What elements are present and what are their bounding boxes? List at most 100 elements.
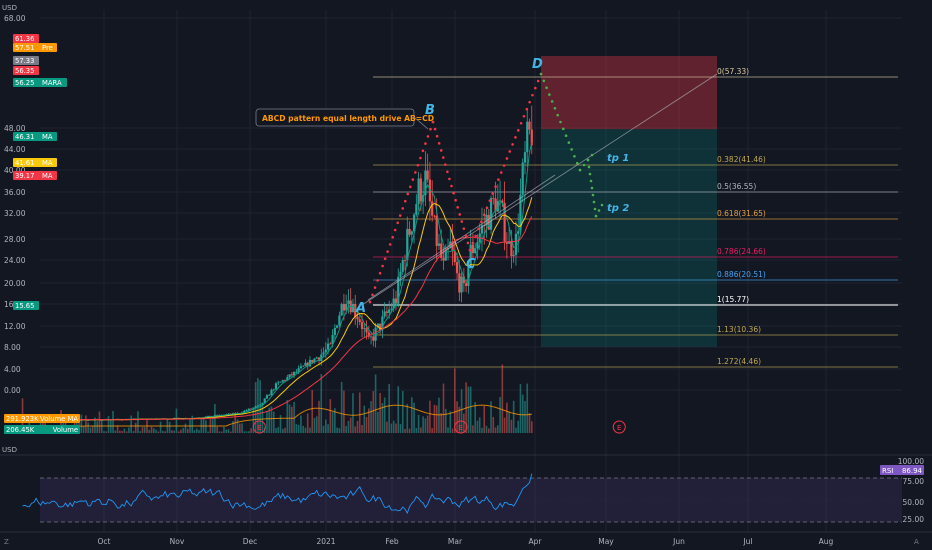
volume-bar [270, 406, 273, 433]
pattern-leg-ab [398, 214, 402, 217]
pattern-leg-cd [531, 93, 534, 97]
price-badge-value: 39.17 [15, 172, 34, 180]
y-tick-label: 12.00 [4, 322, 26, 331]
volume-bar [245, 431, 248, 433]
candle-body [528, 121, 531, 130]
volume-bar [234, 414, 237, 433]
fib-label: 0.5(36.55) [717, 182, 756, 191]
candle-body [442, 258, 445, 261]
volume-bar [94, 417, 96, 433]
volume-bar [141, 427, 144, 433]
candle-body [306, 362, 309, 367]
volume-bar [180, 429, 182, 433]
candle-body [87, 420, 90, 421]
volume-bar [159, 421, 162, 433]
candle-body [277, 382, 280, 384]
projection-path [589, 179, 593, 183]
volume-bar [116, 425, 119, 433]
trend-line [367, 174, 556, 301]
candle-body [485, 214, 488, 226]
volume-bar [216, 426, 218, 433]
volume-bar [508, 411, 510, 433]
pattern-leg-ab [429, 127, 432, 131]
price-badge-label: MA [42, 172, 53, 180]
fib-label: 0.886(20.51) [717, 270, 766, 279]
candle-body [510, 241, 513, 257]
x-tick-label: Jul [742, 537, 752, 546]
candle-body [324, 349, 327, 353]
projection-path [590, 186, 594, 190]
candle-body [489, 198, 493, 230]
fib-label: 1.272(4.46) [717, 357, 761, 366]
volume-bar [89, 427, 92, 433]
volume-badge-value: 291.923K [6, 415, 39, 423]
pattern-leg-ab [424, 142, 427, 145]
volume-bar [105, 431, 108, 433]
candle-body [256, 405, 260, 407]
volume-bar [123, 428, 126, 433]
volume-bar [121, 431, 123, 433]
volume-bar [96, 421, 99, 433]
tradingview-logo: Z [4, 538, 9, 546]
candle-body [299, 366, 303, 369]
candle-body [279, 381, 282, 383]
trend-line [361, 73, 718, 306]
volume-bar [372, 390, 375, 433]
x-tick-label: May [598, 537, 614, 546]
rsi-tick-label: 100.00 [898, 457, 924, 466]
volume-bar [413, 402, 415, 433]
ma-slow-line [22, 216, 533, 421]
volume-bar [329, 399, 332, 433]
volume-bar [209, 415, 212, 433]
volume-bar [182, 427, 185, 433]
volume-bar [377, 411, 379, 433]
volume-bar [374, 374, 377, 433]
fib-label: 0(57.33) [717, 67, 749, 76]
price-badge [13, 132, 57, 141]
volume-bar [451, 428, 454, 433]
projection-path [542, 79, 546, 83]
candle-body [508, 241, 511, 244]
fib-label: 0.786(24.66) [717, 247, 766, 256]
candle-body [517, 231, 520, 234]
pattern-point-a: A [355, 301, 366, 316]
rsi-axis-unit: USD [2, 446, 17, 454]
volume-bar [381, 403, 384, 433]
candle-body [363, 328, 366, 330]
pattern-leg-cd [499, 171, 503, 174]
candle-body [365, 328, 368, 333]
candle-body [376, 323, 379, 328]
pattern-leg-ab [376, 279, 379, 282]
volume-bar [236, 419, 239, 433]
y-tick-label: 8.00 [4, 343, 21, 352]
rsi-tick-label: 75.00 [903, 477, 925, 486]
pattern-leg-ab [409, 185, 412, 189]
volume-bar [193, 430, 196, 433]
pattern-leg-bc [466, 241, 470, 245]
volume-bar [383, 397, 386, 433]
candle-body [453, 251, 456, 263]
volume-bar [87, 422, 89, 433]
projection-path [539, 72, 543, 76]
pattern-leg-bc [450, 184, 453, 188]
volume-bar [322, 425, 325, 433]
pattern-leg-cd [511, 143, 514, 146]
candle-body [406, 228, 409, 261]
projection-path [567, 141, 571, 144]
candle-body [320, 354, 323, 361]
candle-body [286, 377, 289, 381]
pattern-leg-ab [419, 156, 422, 160]
pattern-leg-cd [488, 199, 492, 203]
annotation-pointer [413, 116, 429, 130]
volume-bar [114, 430, 117, 433]
candle-body [261, 402, 264, 405]
volume-bar [397, 386, 400, 433]
volume-bar [320, 373, 323, 433]
candle-body [480, 225, 484, 234]
pattern-leg-ab [368, 300, 372, 304]
price-badge [13, 78, 67, 87]
volume-bar [327, 424, 329, 433]
volume-bar [388, 383, 390, 433]
volume-bar [510, 419, 513, 433]
